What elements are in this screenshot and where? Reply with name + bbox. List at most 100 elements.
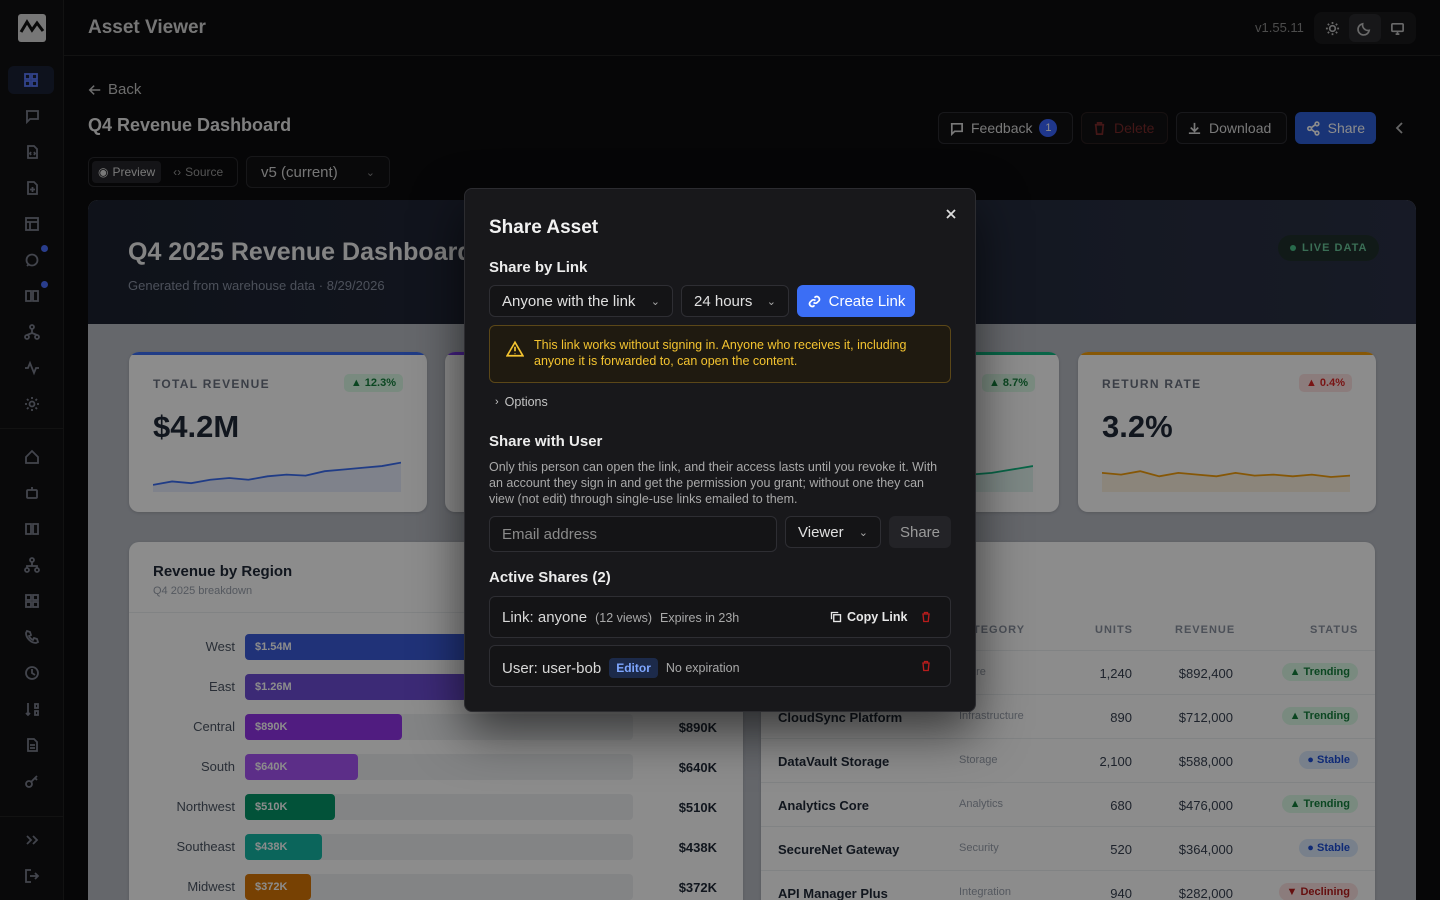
home-icon[interactable] [20,445,44,469]
table-icon[interactable] [20,212,44,236]
create-link-button[interactable]: Create Link [797,285,915,317]
notification-dot [41,245,48,252]
product-category: Infrastructure [959,710,1024,722]
product-category: Analytics [959,798,1004,810]
chevron-down-icon: ⌄ [766,295,776,308]
region-value: $372K [678,880,717,895]
sort-icon[interactable] [20,697,44,721]
table-row[interactable]: DataVault Storage Storage 2,100 $588,000 ● S… [761,738,1375,782]
settings-icon[interactable] [20,392,44,416]
trash-icon [1094,121,1105,135]
kpi-label: TOTAL REVENUE [153,377,270,391]
share-info: User: user-bob Editor No expiration [502,658,740,678]
source-tab[interactable]: ‹› Source [167,161,229,183]
trash-icon[interactable] [920,611,932,623]
table-row[interactable]: CloudSync Platform Infrastructure 890 $712,… [761,694,1375,738]
document-icon[interactable] [20,733,44,757]
kpi-delta: ▲ 8.7% [981,374,1035,392]
dashboard-icon[interactable] [8,66,54,94]
public-link-warning: This link works without signing in. Anyo… [489,325,951,383]
region-bar-track: $890K [245,714,633,740]
link-duration-select[interactable]: 24 hours ⌄ [681,285,789,317]
column-revenue: REVENUE [1175,624,1236,636]
role-value: Viewer [798,523,844,541]
kpi-card-return-rate: RETURN RATE 3.2% ▲ 0.4% [1078,352,1376,512]
light-theme-button[interactable] [1316,14,1348,42]
top-bar: Asset Viewer v1.55.11 [64,0,1440,56]
kpi-label: RETURN RATE [1102,377,1202,391]
region-name: East [208,679,235,694]
email-field[interactable]: Email address [489,516,777,552]
trash-icon[interactable] [920,660,932,672]
options-toggle[interactable]: › Options [495,395,548,409]
message-icon[interactable] [20,245,48,272]
back-link[interactable]: Back [88,81,141,98]
network-icon[interactable] [20,320,44,344]
region-row: Midwest $372K $372K [129,874,743,900]
region-row: South $640K $640K [129,754,743,780]
version-select[interactable]: v5 (current) ⌄ [246,156,390,188]
active-share-user: User: user-bob Editor No expiration [489,645,951,687]
robot-icon[interactable] [20,481,44,505]
status-badge: ▼ Declining [1278,883,1358,900]
role-select[interactable]: Viewer ⌄ [785,516,881,548]
chevron-left-icon[interactable] [1392,120,1408,136]
logo-icon[interactable] [18,14,46,42]
book-icon[interactable] [20,281,48,308]
chat-icon[interactable] [20,104,44,128]
close-icon[interactable] [943,206,959,222]
file-add-icon[interactable] [20,176,44,200]
expand-icon[interactable] [20,828,44,852]
share-button[interactable]: Share [1295,112,1376,144]
status-badge: ● Stable [1299,751,1358,769]
moon-icon [1357,22,1371,36]
live-data-badge: LIVE DATA [1278,235,1380,261]
logout-icon[interactable] [20,864,44,888]
region-bar-track: $438K [245,834,633,860]
docs-icon[interactable] [20,517,44,541]
share-expiry: No expiration [665,661,740,675]
live-label: LIVE DATA [1302,242,1368,254]
activity-icon[interactable] [20,356,44,380]
sun-icon [1325,21,1339,35]
phone-icon[interactable] [20,625,44,649]
apps-icon[interactable] [20,589,44,613]
chevron-down-icon: ⌄ [650,295,660,308]
copy-link-button[interactable]: Copy Link [830,610,907,624]
download-icon [1188,122,1201,134]
dark-theme-button[interactable] [1348,14,1381,42]
dialog-title: Share Asset [489,217,599,238]
theme-switcher [1314,12,1416,44]
notification-dot [41,281,48,288]
clock-icon[interactable] [20,661,44,685]
eye-icon: ◉ [98,165,109,179]
download-button[interactable]: Download [1176,112,1287,144]
hierarchy-icon[interactable] [20,553,44,577]
active-shares-heading: Active Shares (2) [489,569,611,586]
delete-button[interactable]: Delete [1081,112,1168,144]
sparkline [1102,470,1350,492]
link-audience-select[interactable]: Anyone with the link ⌄ [489,285,673,317]
system-theme-button[interactable] [1382,14,1414,42]
table-row[interactable]: Analytics Core Analytics 680 $476,000 ▲ Tren… [761,782,1375,826]
preview-tab[interactable]: ◉ Preview [92,161,162,183]
product-units: 520 [1110,842,1132,857]
key-icon[interactable] [20,769,44,793]
region-bar: $510K [245,794,335,820]
dashboard-subtitle: Generated from warehouse data · 8/29/202… [128,278,385,293]
table-row[interactable]: API Manager Plus Integration 940 $282,000 ▼ … [761,870,1375,900]
region-row: Southeast $438K $438K [129,834,743,860]
share-user-button[interactable]: Share [889,516,951,548]
arrow-left-icon [88,84,101,95]
feedback-button[interactable]: Feedback 1 [938,112,1073,144]
code-file-icon[interactable] [20,140,44,164]
region-name: Southeast [176,839,235,854]
region-row: Northwest $510K $510K [129,794,743,820]
message-square-icon [950,122,963,136]
product-name: CloudSync Platform [778,710,903,725]
product-revenue: $892,400 [1178,666,1233,681]
region-bar: $1.26M [245,674,468,700]
column-category: TEGORY [973,624,1026,636]
table-row[interactable]: SecureNet Gateway Security 520 $364,000 ● St… [761,826,1375,870]
share-name: Link: anyone [502,609,588,626]
